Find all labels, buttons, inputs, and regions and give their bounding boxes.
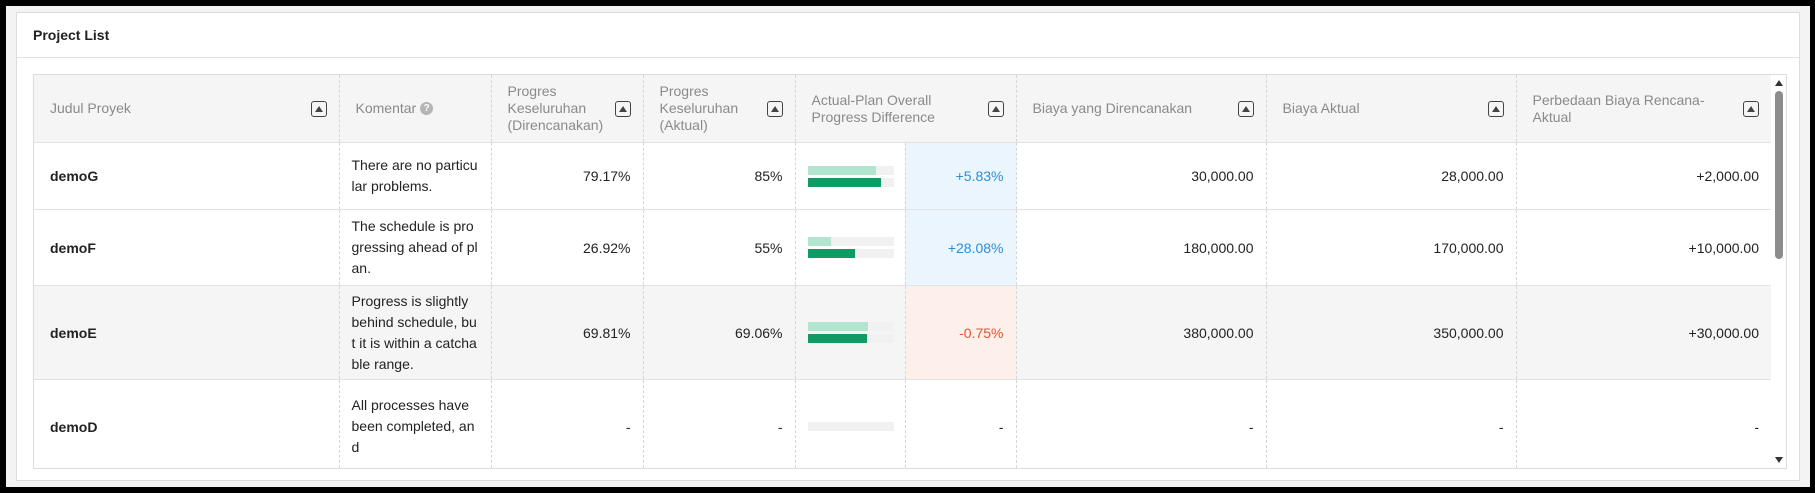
cost-diff-value: - [1516, 379, 1771, 468]
table-header-row: Judul Proyek Komentar ? [34, 75, 1771, 143]
column-header-label: Actual-Plan Overall Progress Difference [811, 91, 935, 125]
plan-progress-bar [807, 422, 894, 431]
project-name[interactable]: demoG [34, 142, 340, 210]
panel-title: Project List [17, 13, 1799, 58]
cost-diff-value: +2,000.00 [1516, 142, 1771, 210]
sort-icon[interactable] [1743, 100, 1759, 117]
scroll-up-arrow-icon[interactable] [1775, 80, 1783, 86]
actual-cost-value: 170,000.00 [1266, 209, 1517, 286]
sort-icon[interactable] [614, 100, 631, 117]
planned-cost-value: 180,000.00 [1016, 209, 1267, 286]
scroll-down-arrow-icon[interactable] [1775, 457, 1783, 463]
actual-progress-value: - [643, 379, 796, 468]
actual-progress-bar [807, 249, 894, 258]
plan-progress-bar [807, 322, 894, 331]
project-comment: The schedule is progressing ahead of pla… [339, 209, 492, 286]
table-row[interactable]: demoE Progress is slightly behind schedu… [34, 285, 1771, 380]
plan-progress-bar [807, 237, 894, 246]
column-header-title[interactable]: Judul Proyek [34, 75, 340, 143]
progress-bars [795, 142, 906, 210]
plan-progress-value: 69.81% [491, 285, 644, 380]
column-header-comment: Komentar ? [339, 75, 492, 143]
vertical-scrollbar[interactable] [1772, 75, 1786, 468]
project-comment: All processes have been completed, and [339, 379, 492, 468]
sort-icon[interactable] [987, 100, 1004, 117]
project-table-container: Judul Proyek Komentar ? [33, 74, 1787, 469]
actual-cost-value: 28,000.00 [1266, 142, 1517, 210]
cost-diff-value: +10,000.00 [1516, 209, 1771, 286]
plan-progress-value: 26.92% [491, 209, 644, 286]
window-frame: Project List [6, 6, 1810, 487]
column-header-label: Progres Keseluruhan (Aktual) [659, 83, 739, 133]
project-list-panel: Project List [16, 12, 1800, 481]
project-name[interactable]: demoE [34, 285, 340, 380]
project-comment: There are no particular problems. [339, 142, 492, 210]
column-header-progress-diff[interactable]: Actual-Plan Overall Progress Difference [795, 75, 1017, 143]
planned-cost-value: - [1016, 379, 1267, 468]
column-header-planned-cost[interactable]: Biaya yang Direncanakan [1016, 75, 1267, 143]
project-table: Judul Proyek Komentar ? [34, 75, 1771, 468]
progress-bars [795, 379, 906, 468]
table-row[interactable]: demoD All processes have been completed,… [34, 379, 1771, 468]
planned-cost-value: 380,000.00 [1016, 285, 1267, 380]
project-comment: Progress is slightly behind schedule, bu… [339, 285, 492, 380]
column-header-label: Progres Keseluruhan (Direncanakan) [507, 83, 604, 133]
project-name[interactable]: demoF [34, 209, 340, 286]
actual-progress-value: 69.06% [643, 285, 796, 380]
column-header-label: Biaya yang Direncanakan [1032, 100, 1193, 116]
progress-diff-value: +28.08% [905, 209, 1017, 286]
sort-icon[interactable] [1487, 100, 1504, 117]
progress-diff-value: - [905, 379, 1017, 468]
actual-progress-bar [807, 177, 894, 187]
cost-diff-value: +30,000.00 [1516, 285, 1771, 380]
plan-progress-bar [807, 165, 894, 175]
sort-icon[interactable] [1237, 100, 1254, 117]
sort-icon[interactable] [310, 100, 327, 117]
progress-diff-value: +5.83% [905, 142, 1017, 210]
column-header-actual-cost[interactable]: Biaya Aktual [1266, 75, 1517, 143]
progress-bars [795, 209, 906, 286]
actual-progress-value: 55% [643, 209, 796, 286]
actual-progress-value: 85% [643, 142, 796, 210]
plan-progress-value: - [491, 379, 644, 468]
help-icon[interactable]: ? [420, 102, 434, 115]
table-row[interactable]: demoF The schedule is progressing ahead … [34, 209, 1771, 286]
column-header-label: Komentar [355, 100, 417, 116]
plan-progress-value: 79.17% [491, 142, 644, 210]
planned-cost-value: 30,000.00 [1016, 142, 1267, 210]
column-header-actual-progress[interactable]: Progres Keseluruhan (Aktual) [643, 75, 796, 143]
column-header-label: Perbedaan Biaya Rencana-Aktual [1532, 91, 1705, 125]
progress-bars [795, 285, 906, 380]
actual-cost-value: - [1266, 379, 1517, 468]
table-row[interactable]: demoG There are no particular problems. … [34, 142, 1771, 210]
column-header-label: Judul Proyek [50, 100, 131, 116]
column-header-cost-diff[interactable]: Perbedaan Biaya Rencana-Aktual [1516, 75, 1771, 143]
project-name[interactable]: demoD [34, 379, 340, 468]
actual-cost-value: 350,000.00 [1266, 285, 1517, 380]
sort-icon[interactable] [766, 100, 783, 117]
column-header-label: Biaya Aktual [1282, 100, 1360, 116]
column-header-plan-progress[interactable]: Progres Keseluruhan (Direncanakan) [491, 75, 644, 143]
actual-progress-bar [807, 334, 894, 343]
progress-diff-value: -0.75% [905, 285, 1017, 380]
scrollbar-thumb[interactable] [1775, 91, 1783, 259]
